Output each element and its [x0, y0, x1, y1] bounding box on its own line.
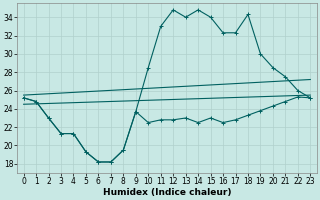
X-axis label: Humidex (Indice chaleur): Humidex (Indice chaleur) [103, 188, 231, 197]
